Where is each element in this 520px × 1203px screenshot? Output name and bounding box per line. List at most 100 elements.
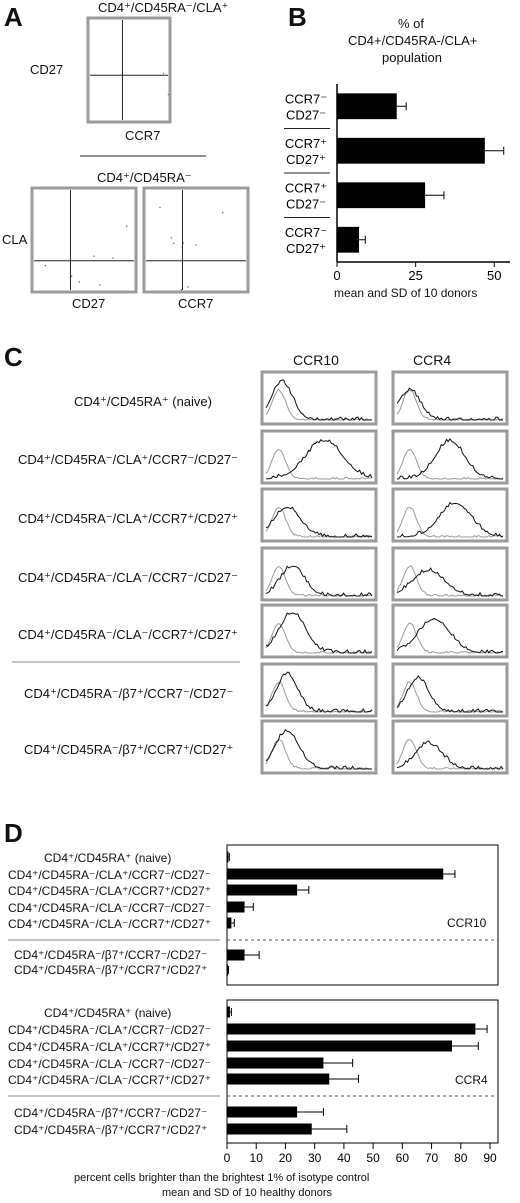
panel-b-xlabel: mean and SD of 10 donors	[334, 286, 478, 300]
panel-c-histogram-frame	[260, 662, 378, 718]
panel-c-stain-curve	[265, 565, 373, 597]
panel-a-top-title: CD4⁺/CD45RA⁻/CLA⁺	[98, 0, 229, 15]
panel-b-row-label: CCR7⁺	[285, 180, 327, 195]
panel-d-bottom-row-label: CD4⁺/CD45RA⁻/β7⁺/CCR7⁻/CD27⁻	[14, 1106, 208, 1120]
scatter-bottom-left-frame	[30, 186, 138, 294]
panel-d-ccr4-bar	[227, 1040, 453, 1052]
panel-d-ccr10-bar	[227, 868, 444, 880]
panel-d-tick-label: 10	[250, 1151, 264, 1165]
panel-b-tick-label: 50	[487, 268, 501, 283]
panel-c-row-label: CD4⁺/CD45RA⁻/CLA⁻/CCR7⁺/CD27⁺	[18, 627, 238, 642]
panel-c-histogram-frame	[260, 370, 378, 426]
panel-c-stain-curve	[265, 379, 373, 421]
panel-c-isotype-curve	[265, 449, 373, 480]
panel-c-row-label: CD4⁺/CD45RA⁻/CLA⁺/CCR7⁺/CD27⁺	[18, 511, 238, 526]
panel-b-bar	[337, 137, 485, 164]
panel-c-row-label: CD4⁺/CD45RA⁻/β7⁺/CCR7⁺/CD27⁺	[24, 742, 234, 757]
panel-d-ccr10-bar	[227, 917, 232, 929]
panel-d-ccr4-bar	[227, 1106, 298, 1118]
panel-d-tick-label: 90	[483, 1151, 497, 1165]
panel-d-top-tag: CCR10	[447, 916, 487, 930]
panel-c-histogram-frame	[391, 370, 509, 426]
panel-a-top-xlabel: CCR7	[125, 128, 161, 143]
panel-b-title-3: population	[382, 50, 442, 65]
panel-c-stain-curve	[265, 728, 372, 770]
panel-d-ccr4-bar	[227, 1023, 476, 1035]
panel-c-histogram-frame	[260, 719, 378, 775]
panel-a-top-ylabel: CD27	[30, 62, 64, 77]
panel-d-tick-label: 30	[308, 1151, 322, 1165]
panel-c-stain-curve	[396, 501, 504, 538]
panel-d-tick-label: 20	[279, 1151, 293, 1165]
panel-c-letter: C	[4, 342, 23, 372]
panel-b-letter: B	[288, 2, 307, 32]
panel-c-stain-curve	[265, 671, 373, 713]
panel-d-xlabel-1: percent cells brighter than the brightes…	[74, 1172, 370, 1184]
scatter-bottom-right-frame	[142, 186, 250, 294]
panel-c-histogram-frame	[260, 546, 378, 602]
panel-d-ccr10-bar	[227, 851, 229, 863]
panel-c-histogram-frame	[391, 719, 509, 775]
panel-d-ccr4-bar	[227, 1073, 330, 1085]
panel-c-row-label: CD4⁺/CD45RA⁺ (naive)	[74, 394, 212, 409]
panel-c-histogram-frame	[391, 662, 509, 718]
panel-d-top-row-label: CD4⁺/CD45RA⁻/β7⁺/CCR7⁺/CD27⁺	[14, 963, 208, 977]
panel-d-bottom-row-label: CD4⁺/CD45RA⁻/β7⁺/CCR7⁺/CD27⁺	[14, 1123, 208, 1137]
panel-b-bar	[337, 93, 397, 120]
panel-d-bottom-row-label: CD4⁺/CD45RA⁻/CLA⁺/CCR7⁻/CD27⁻	[8, 1023, 212, 1037]
panel-d-ccr10-bar	[227, 901, 245, 913]
panel-c-row-label: CD4⁺/CD45RA⁻/CLA⁺/CCR7⁻/CD27⁻	[18, 452, 238, 467]
panel-c-stain-curve	[396, 740, 504, 770]
panel-d-top-row-label: CD4⁺/CD45RA⁻/CLA⁺/CCR7⁻/CD27⁻	[8, 868, 212, 882]
panel-d-ccr10-frame	[226, 844, 499, 986]
panel-c-histogram-frame	[260, 487, 378, 543]
panel-d-tick-label: 60	[396, 1151, 410, 1165]
panel-c-row-label: CD4⁺/CD45RA⁻/β7⁺/CCR7⁻/CD27⁻	[24, 686, 234, 701]
panel-c-isotype-curve	[396, 565, 503, 597]
panel-d-ccr10-bar	[227, 964, 228, 976]
panel-d-top-row-label: CD4⁺/CD45RA⁺ (naive)	[44, 851, 172, 865]
panel-c-histogram-frame	[391, 603, 509, 659]
panel-b-tick-label: 25	[408, 268, 422, 283]
panel-d-bottom-row-label: CD4⁺/CD45RA⁻/CLA⁻/CCR7⁺/CD27⁺	[8, 1073, 212, 1087]
panel-c-histogram-frame	[391, 546, 509, 602]
panel-d-top-row-label: CD4⁺/CD45RA⁻/β7⁺/CCR7⁻/CD27⁻	[14, 948, 208, 962]
panel-c-histogram-frame	[391, 487, 509, 543]
panel-b-title-1: % of	[398, 16, 425, 31]
panel-b-row-label: CCR7⁻	[285, 225, 327, 240]
panel-c-stain-curve	[265, 506, 373, 538]
panel-d-bottom-row-label: CD4⁺/CD45RA⁻/CLA⁻/CCR7⁻/CD27⁻	[8, 1057, 212, 1071]
panel-c-isotype-curve	[396, 507, 503, 538]
panel-d-tick-label: 70	[425, 1151, 439, 1165]
panel-d-top-row-label: CD4⁺/CD45RA⁻/CLA⁻/CCR7⁺/CD27⁺	[8, 917, 212, 931]
panel-b-bar	[337, 182, 426, 209]
panel-d-tick-label: 50	[366, 1151, 380, 1165]
panel-b-tick-label: 0	[333, 268, 340, 283]
panel-a-letter: A	[4, 2, 23, 32]
panel-d-ccr10-bar	[227, 884, 298, 896]
panel-c-histogram-frame	[391, 429, 509, 485]
panel-a-bottom-ylabel: CLA	[2, 232, 28, 247]
panel-d-top-row-label: CD4⁺/CD45RA⁻/CLA⁺/CCR7⁺/CD27⁺	[8, 884, 212, 898]
panel-d-ccr4-bar	[227, 1057, 324, 1069]
panel-c-isotype-curve	[265, 623, 373, 654]
panel-d-top-row-label: CD4⁺/CD45RA⁻/CLA⁻/CCR7⁻/CD27⁻	[8, 901, 212, 915]
panel-d-ccr4-frame	[226, 999, 499, 1144]
panel-b-row-label: CCR7⁺	[285, 136, 327, 151]
panel-d-tick-label: 40	[337, 1151, 351, 1165]
panel-c-histogram-frame	[260, 603, 378, 659]
panel-b-bar	[337, 226, 360, 253]
panel-b-row-label: CD27⁺	[286, 152, 326, 167]
panel-c-isotype-curve	[265, 507, 373, 538]
panel-d-xlabel-2: mean and SD of 10 healthy donors	[162, 1187, 333, 1199]
panel-c-stain-curve	[396, 567, 504, 597]
panel-d-ccr10-bar	[227, 949, 245, 961]
panel-c-histogram-frame	[260, 429, 378, 485]
panel-c-stain-curve	[396, 675, 503, 713]
panel-c-row-label: CD4⁺/CD45RA⁻/CLA⁻/CCR7⁻/CD27⁻	[18, 570, 238, 585]
scatter-top-dots	[162, 72, 170, 96]
